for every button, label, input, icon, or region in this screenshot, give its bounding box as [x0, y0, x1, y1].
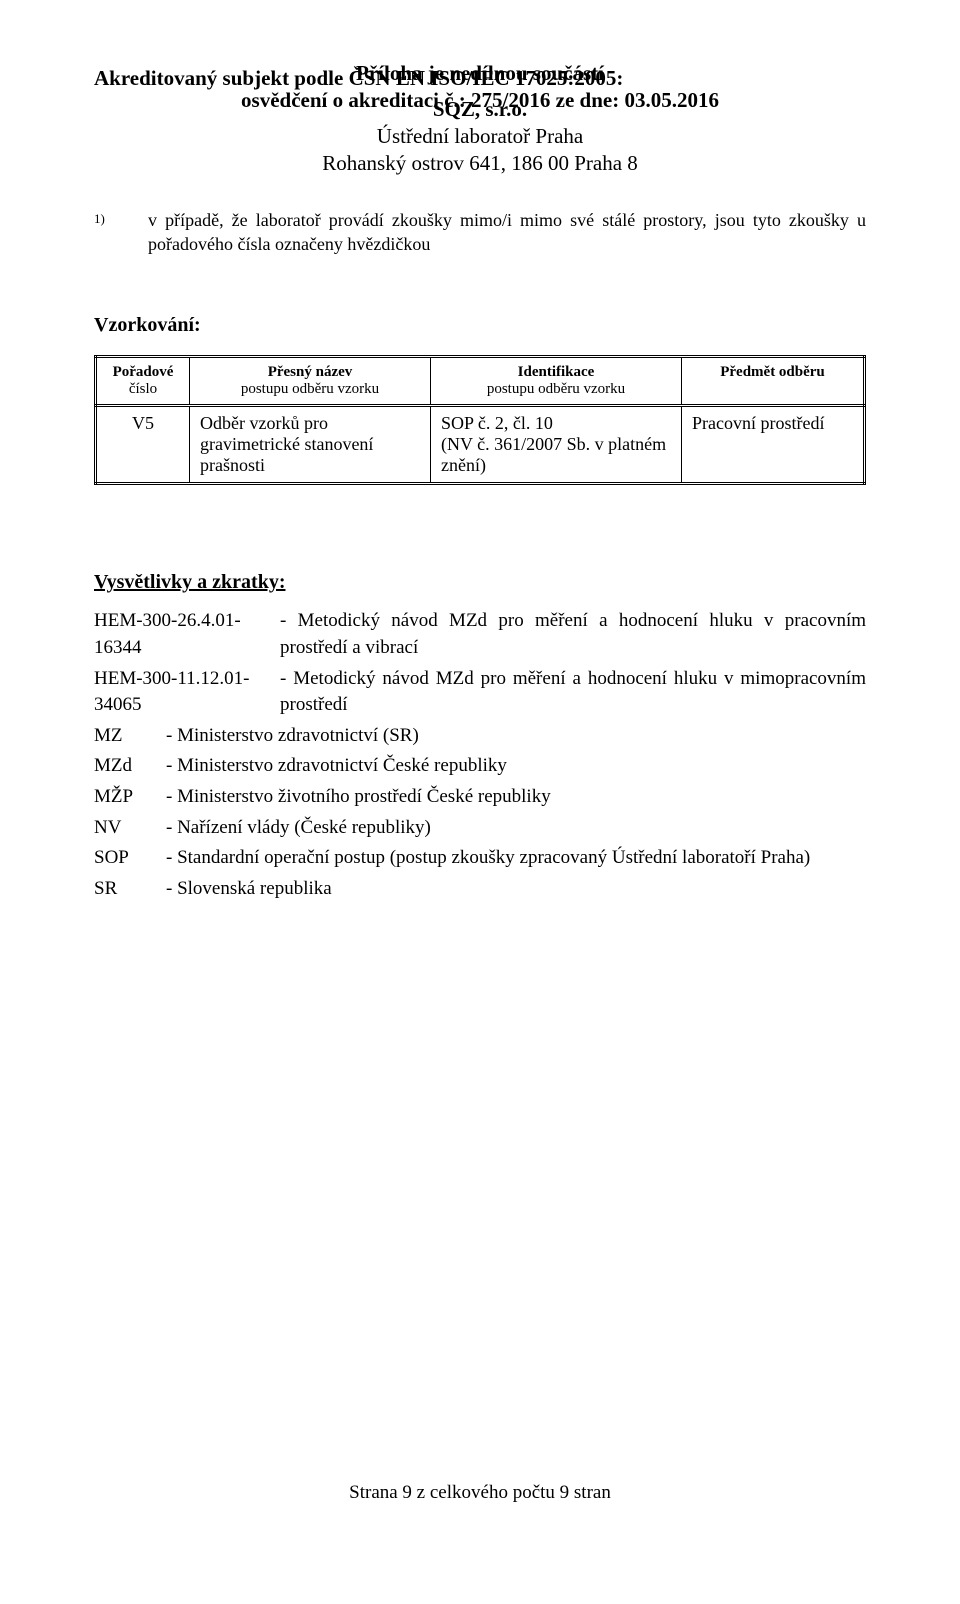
explanation-key: MZ	[94, 723, 166, 750]
explanation-row: NV- Nařízení vlády (České republiky)	[94, 815, 866, 842]
sampling-table: Pořadové číslo Přesný název postupu odbě…	[94, 355, 866, 485]
explanation-value: - Slovenská republika	[166, 876, 866, 903]
col-header-subject-main: Předmět odběru	[692, 364, 853, 381]
page-footer: Strana 9 z celkového počtu 9 stran	[0, 1482, 960, 1504]
explanation-key: MŽP	[94, 784, 166, 811]
explanation-value: - Standardní operační postup (postup zko…	[166, 845, 866, 872]
col-header-num: Pořadové číslo	[96, 357, 190, 406]
col-header-ident-sub: postupu odběru vzorku	[441, 381, 671, 398]
explanation-key: MZd	[94, 753, 166, 780]
explanation-row: MŽP- Ministerstvo životního prostředí Če…	[94, 784, 866, 811]
explanation-key: HEM-300-11.12.01-34065	[94, 666, 280, 719]
explanation-value: - Metodický návod MZd pro měření a hodno…	[280, 666, 866, 719]
footnote-text: v případě, že laboratoř provádí zkoušky …	[148, 208, 866, 257]
col-header-num-main: Pořadové	[107, 364, 179, 381]
col-header-ident-main: Identifikace	[441, 364, 671, 381]
explanation-row: HEM-300-26.4.01-16344- Metodický návod M…	[94, 608, 866, 661]
col-header-subject: Předmět odběru	[682, 357, 865, 406]
explanation-row: MZd- Ministerstvo zdravotnictví České re…	[94, 753, 866, 780]
explanations-title: Vysvětlivky a zkratky:	[94, 571, 866, 594]
explanations-list: HEM-300-26.4.01-16344- Metodický návod M…	[94, 608, 866, 902]
col-header-name-main: Přesný název	[200, 364, 420, 381]
org-name: SQZ, s.r.o.	[94, 96, 866, 123]
explanation-key: NV	[94, 815, 166, 842]
page: Příloha je nedílnou součástí osvědčení o…	[0, 0, 960, 1604]
explanation-value: - Ministerstvo životního prostředí České…	[166, 784, 866, 811]
table-header-row: Pořadové číslo Přesný název postupu odbě…	[96, 357, 865, 406]
explanation-value: - Metodický návod MZd pro měření a hodno…	[280, 608, 866, 661]
sampling-title: Vzorkování:	[94, 314, 866, 337]
org-block: SQZ, s.r.o. Ústřední laboratoř Praha Roh…	[94, 96, 866, 178]
col-header-name: Přesný název postupu odběru vzorku	[190, 357, 431, 406]
explanation-row: HEM-300-11.12.01-34065- Metodický návod …	[94, 666, 866, 719]
cell-subject: Pracovní prostředí	[682, 406, 865, 484]
cell-num: V5	[96, 406, 190, 484]
header-left-line: Akreditovaný subjekt podle ČSN EN ISO/IE…	[94, 65, 866, 92]
org-sub1: Ústřední laboratoř Praha	[94, 123, 866, 150]
explanation-key: SOP	[94, 845, 166, 872]
cell-ident: SOP č. 2, čl. 10 (NV č. 361/2007 Sb. v p…	[431, 406, 682, 484]
cell-name: Odběr vzorků pro gravimetrické stanovení…	[190, 406, 431, 484]
explanation-value: - Nařízení vlády (České republiky)	[166, 815, 866, 842]
explanation-value: - Ministerstvo zdravotnictví České repub…	[166, 753, 866, 780]
footnote: 1) v případě, že laboratoř provádí zkouš…	[94, 208, 866, 257]
explanation-row: MZ- Ministerstvo zdravotnictví (SR)	[94, 723, 866, 750]
org-sub2: Rohanský ostrov 641, 186 00 Praha 8	[94, 150, 866, 177]
explanation-row: SOP- Standardní operační postup (postup …	[94, 845, 866, 872]
explanation-key: SR	[94, 876, 166, 903]
col-header-name-sub: postupu odběru vzorku	[200, 381, 420, 398]
col-header-num-sub: číslo	[107, 381, 179, 398]
col-header-ident: Identifikace postupu odběru vzorku	[431, 357, 682, 406]
explanation-key: HEM-300-26.4.01-16344	[94, 608, 280, 661]
explanation-row: SR- Slovenská republika	[94, 876, 866, 903]
explanation-value: - Ministerstvo zdravotnictví (SR)	[166, 723, 866, 750]
table-row: V5 Odběr vzorků pro gravimetrické stanov…	[96, 406, 865, 484]
footnote-marker: 1)	[94, 208, 148, 257]
